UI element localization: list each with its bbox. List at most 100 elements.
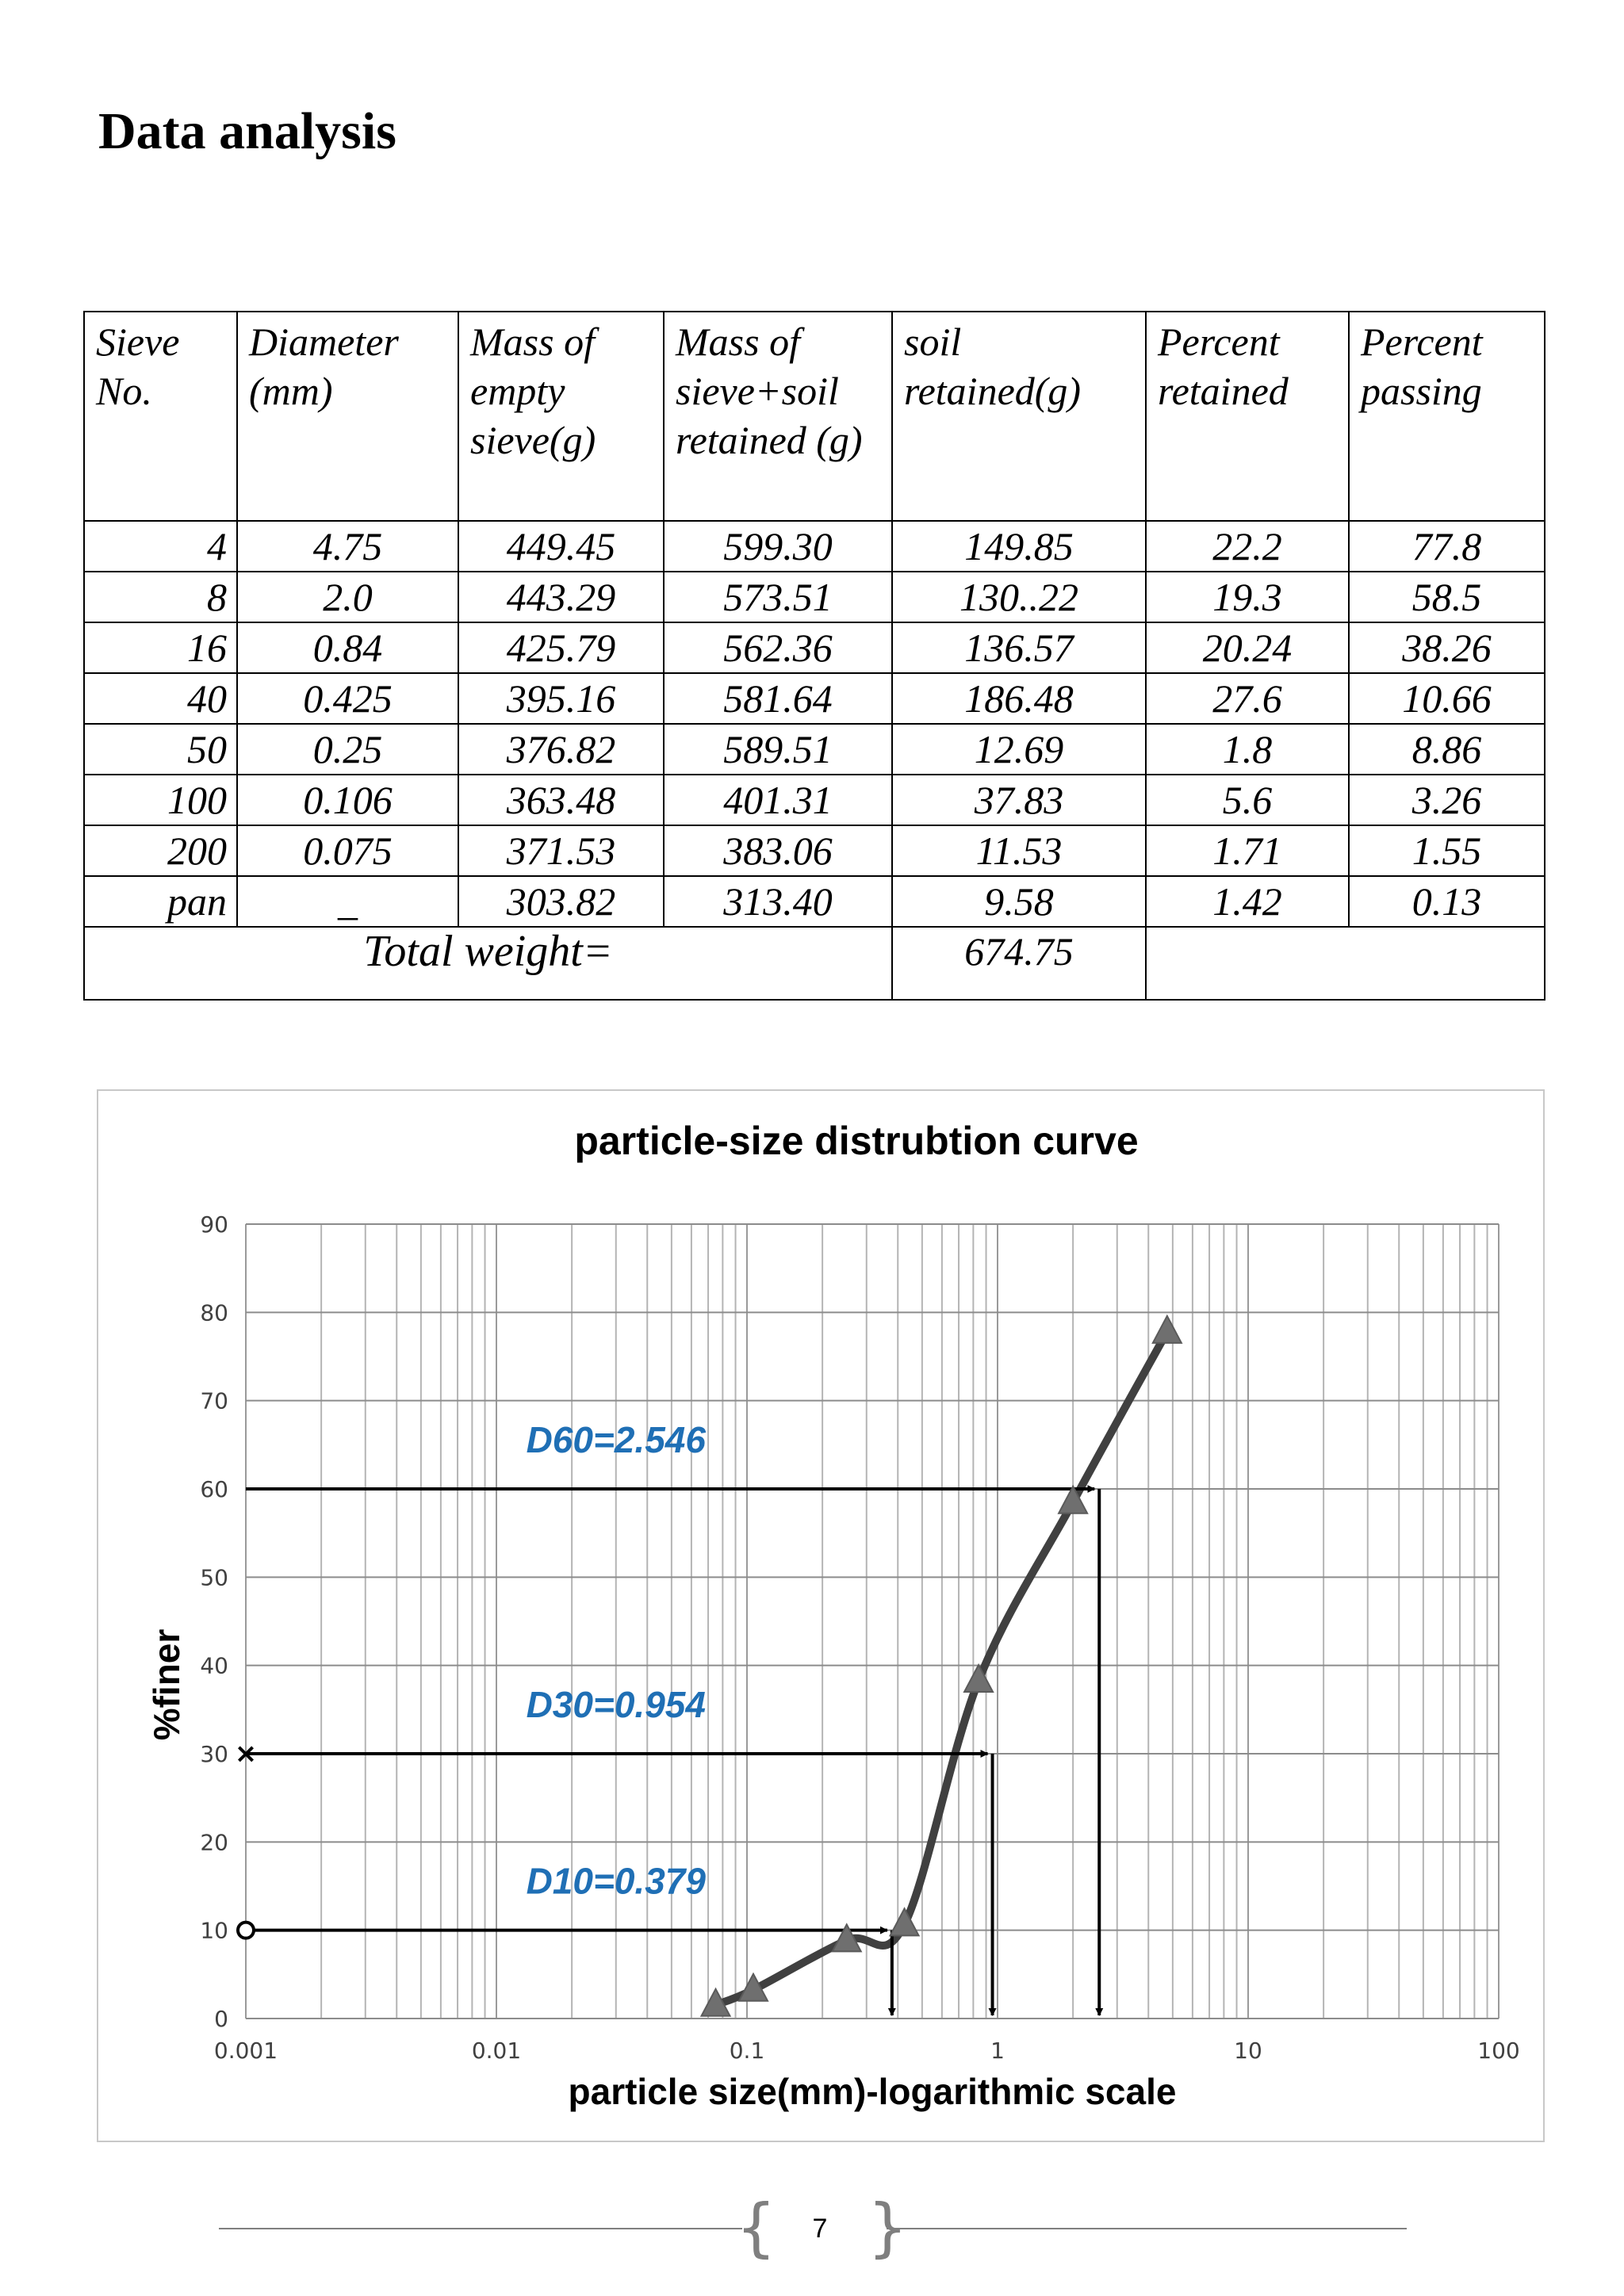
total-row: Total weight= 674.75 [83, 926, 1545, 1001]
annotation-label: D30=0.954 [527, 1684, 706, 1725]
x-tick-label: 0.01 [472, 2038, 521, 2064]
cell-percent-passing: 38.26 [1348, 622, 1545, 674]
sieve-analysis-table: Sieve No. Diameter (mm) Mass of empty si… [83, 311, 1545, 1001]
header-mass-empty-sieve: Mass of empty sieve(g) [458, 311, 665, 522]
cell-percent-passing: 3.26 [1348, 774, 1545, 826]
cell-soil-retained: 130..22 [891, 571, 1147, 623]
cell-soil-retained: 9.58 [891, 875, 1147, 928]
annotation-label: D10=0.379 [527, 1861, 707, 1902]
cell-soil-retained: 186.48 [891, 672, 1147, 725]
y-tick-label: 40 [200, 1653, 228, 1679]
y-tick-label: 30 [200, 1741, 228, 1767]
data-point [1151, 1314, 1183, 1344]
cell-mass-sieve-soil: 383.06 [663, 825, 893, 877]
data-point [699, 1987, 732, 2017]
chart-title: particle-size distrubtion curve [574, 1119, 1138, 1163]
cell-diameter: 4.75 [236, 520, 459, 572]
y-tick-label: 0 [214, 2006, 228, 2032]
footer-line-right [887, 2228, 1407, 2229]
cell-mass-empty: 376.82 [458, 723, 665, 775]
cell-percent-passing: 0.13 [1348, 875, 1545, 928]
d10-start-marker [236, 1920, 255, 1940]
cell-sieve-no: 50 [83, 723, 238, 775]
page-number: 7 [812, 2214, 828, 2244]
cell-percent-retained: 1.71 [1145, 825, 1350, 877]
footer-line-left [219, 2228, 742, 2229]
cell-percent-retained: 22.2 [1145, 520, 1350, 572]
cell-percent-retained: 1.8 [1145, 723, 1350, 775]
cell-soil-retained: 149.85 [891, 520, 1147, 572]
table-row: 100 0.106 363.48 401.31 37.83 5.6 3.26 [83, 774, 1545, 826]
cell-mass-sieve-soil: 581.64 [663, 672, 893, 725]
cell-soil-retained: 11.53 [891, 825, 1147, 877]
total-empty-cell [1145, 926, 1545, 1001]
x-tick-label: 0.001 [214, 2038, 278, 2064]
table-row: 40 0.425 395.16 581.64 186.48 27.6 10.66 [83, 672, 1545, 725]
cell-mass-empty: 449.45 [458, 520, 665, 572]
cell-diameter: 0.84 [236, 622, 459, 674]
header-percent-passing: Percent passing [1348, 311, 1545, 522]
table-row: 16 0.84 425.79 562.36 136.57 20.24 38.26 [83, 622, 1545, 674]
x-tick-label: 10 [1234, 2038, 1262, 2064]
annotation-label: D60=2.546 [527, 1419, 707, 1460]
cell-mass-empty: 363.48 [458, 774, 665, 826]
particle-size-chart: 0 10 20 30 40 50 60 70 80 90 0.001 0.01 0.1 1 10 100 par… [146, 1119, 1520, 2112]
cell-mass-sieve-soil: 589.51 [663, 723, 893, 775]
header-percent-retained: Percent retained [1145, 311, 1350, 522]
cell-percent-retained: 5.6 [1145, 774, 1350, 826]
chart-frame: 0 10 20 30 40 50 60 70 80 90 0.001 0.01 0.1 1 10 100 par… [97, 1089, 1545, 2142]
header-sieve-no: Sieve No. [83, 311, 238, 522]
cell-sieve-no: 4 [83, 520, 238, 572]
cell-percent-passing: 8.86 [1348, 723, 1545, 775]
table-header-row: Sieve No. Diameter (mm) Mass of empty si… [83, 311, 1545, 522]
cell-sieve-no: 200 [83, 825, 238, 877]
cell-mass-sieve-soil: 599.30 [663, 520, 893, 572]
table-row: 8 2.0 443.29 573.51 130..22 19.3 58.5 [83, 571, 1545, 623]
y-tick-label: 10 [200, 1918, 228, 1944]
cell-diameter: 0.075 [236, 825, 459, 877]
footer-brace-left: { [736, 2191, 776, 2264]
table-row: 4 4.75 449.45 599.30 149.85 22.2 77.8 [83, 520, 1545, 572]
cell-mass-sieve-soil: 562.36 [663, 622, 893, 674]
cell-mass-empty: 425.79 [458, 622, 665, 674]
cell-mass-empty: 443.29 [458, 571, 665, 623]
y-tick-label: 80 [200, 1299, 228, 1326]
y-axis-label: %finer [146, 1629, 187, 1741]
cell-mass-empty: 371.53 [458, 825, 665, 877]
y-tick-label: 20 [200, 1829, 228, 1855]
y-tick-label: 50 [200, 1564, 228, 1590]
x-axis-label: particle size(mm)-logarithmic scale [569, 2071, 1177, 2112]
cell-soil-retained: 136.57 [891, 622, 1147, 674]
cell-diameter: _ [236, 875, 459, 928]
cell-percent-retained: 19.3 [1145, 571, 1350, 623]
x-tick-label: 100 [1477, 2038, 1519, 2064]
y-tick-label: 90 [200, 1211, 228, 1238]
cell-diameter: 2.0 [236, 571, 459, 623]
cell-sieve-no: 40 [83, 672, 238, 725]
d30-start-marker: × [235, 1738, 258, 1770]
cell-sieve-no: 16 [83, 622, 238, 674]
cell-mass-empty: 395.16 [458, 672, 665, 725]
data-point [831, 1923, 863, 1953]
total-weight-label: Total weight= [83, 926, 893, 1001]
footer-brace-right: } [868, 2191, 908, 2264]
cell-diameter: 0.25 [236, 723, 459, 775]
cell-percent-passing: 10.66 [1348, 672, 1545, 725]
cell-mass-sieve-soil: 573.51 [663, 571, 893, 623]
cell-sieve-no: pan [83, 875, 238, 928]
data-point [888, 1907, 921, 1937]
header-mass-sieve-soil: Mass of sieve+soil retained (g) [663, 311, 893, 522]
y-tick-label: 60 [200, 1476, 228, 1502]
cell-mass-sieve-soil: 401.31 [663, 774, 893, 826]
data-point [963, 1663, 994, 1693]
table-row: 200 0.075 371.53 383.06 11.53 1.71 1.55 [83, 825, 1545, 877]
cell-percent-retained: 27.6 [1145, 672, 1350, 725]
cell-percent-passing: 77.8 [1348, 520, 1545, 572]
cell-percent-retained: 20.24 [1145, 622, 1350, 674]
cell-mass-sieve-soil: 313.40 [663, 875, 893, 928]
cell-percent-passing: 58.5 [1348, 571, 1545, 623]
cell-percent-passing: 1.55 [1348, 825, 1545, 877]
cell-sieve-no: 100 [83, 774, 238, 826]
cell-diameter: 0.425 [236, 672, 459, 725]
page-heading: Data analysis [98, 102, 396, 160]
